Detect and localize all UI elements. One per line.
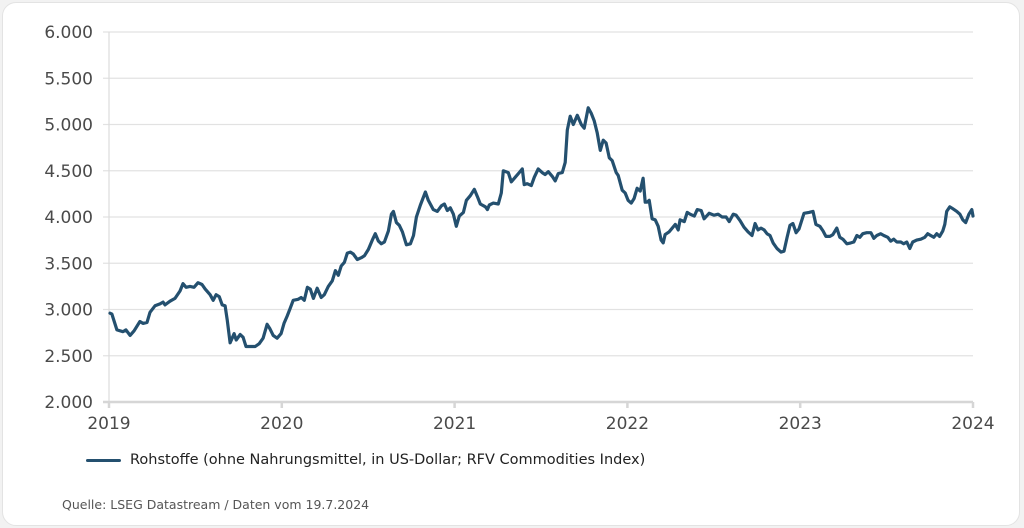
y-tick-label: 5.500: [44, 69, 93, 89]
x-tick-label: 2021: [433, 414, 476, 434]
x-axis: [103, 32, 973, 404]
legend-label: Rohstoffe (ohne Nahrungsmittel, in US-Do…: [130, 452, 646, 468]
x-tick-label: 2023: [779, 414, 822, 434]
legend: Rohstoffe (ohne Nahrungsmittel, in US-Do…: [86, 452, 645, 468]
series-line: [108, 106, 975, 349]
y-tick-label: 4.000: [44, 208, 93, 228]
gridlines: [103, 31, 973, 357]
y-tick-label: 2.000: [44, 393, 93, 413]
y-tick-label: 4.500: [44, 162, 93, 182]
legend-line-icon: [86, 458, 121, 462]
x-axis-ticks: 2019 2020 2021 2022 2023 2024: [87, 402, 995, 434]
y-tick-label: 5.000: [44, 116, 93, 136]
y-axis-ticks: 2.000 2.500 3.000 3.500 4.000 4.500 5.000 5.500…: [44, 23, 93, 413]
y-tick-label: 3.500: [44, 254, 93, 274]
y-tick-label: 6.000: [44, 23, 93, 43]
source-note: Quelle: LSEG Datastream / Daten vom 19.7…: [62, 497, 370, 512]
series-lines: [108, 106, 975, 349]
x-tick-label: 2022: [606, 414, 649, 434]
y-tick-label: 2.500: [44, 347, 93, 367]
x-tick-label: 2019: [87, 414, 130, 434]
y-tick-label: 3.000: [44, 301, 93, 321]
x-tick-label: 2020: [260, 414, 303, 434]
x-tick-label: 2024: [951, 414, 994, 434]
